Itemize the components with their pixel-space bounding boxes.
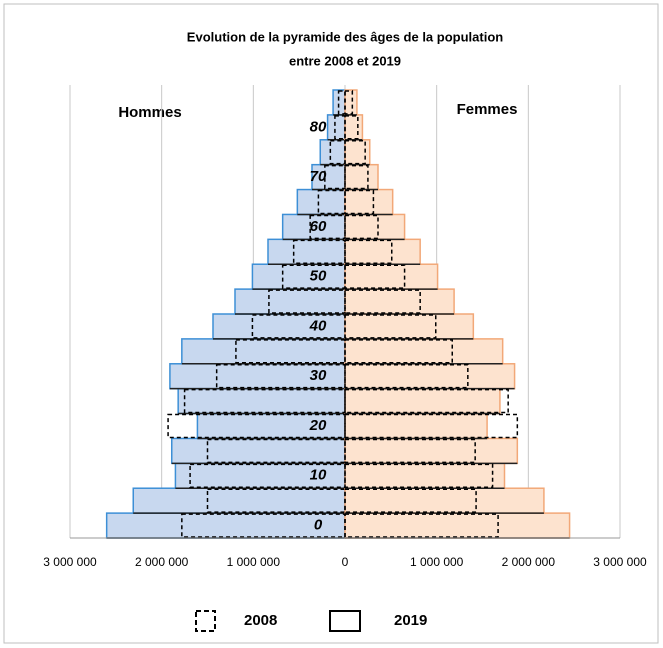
bar-2008 xyxy=(344,463,494,488)
bar-2019 xyxy=(171,437,346,465)
legend-label: 2019 xyxy=(394,612,427,629)
bar-2008 xyxy=(344,214,379,240)
bar-2019 xyxy=(344,462,506,489)
bar-2019 xyxy=(326,114,346,141)
bar-2019 xyxy=(344,114,364,141)
bar-2008 xyxy=(292,239,346,264)
age-label: 10 xyxy=(310,467,327,484)
x-tick-label: 3 000 000 xyxy=(593,555,647,569)
bar-2019 xyxy=(344,139,371,166)
bar-2019 xyxy=(319,139,346,166)
bar-2008 xyxy=(344,140,366,165)
bar-2008 xyxy=(344,364,469,389)
x-tick-label: 3 000 000 xyxy=(43,555,97,569)
bar-2008 xyxy=(344,264,406,289)
age-label: 0 xyxy=(314,517,323,534)
age-label: 40 xyxy=(309,317,327,334)
bar-2019 xyxy=(344,313,475,340)
bar-2019 xyxy=(344,188,394,216)
bar-2019 xyxy=(177,387,346,415)
bar-2008 xyxy=(344,115,359,140)
age-label: 60 xyxy=(310,218,327,235)
bar-2019 xyxy=(344,263,439,290)
bar-2008 xyxy=(251,314,346,339)
bar-2008 xyxy=(344,239,393,264)
bar-2019 xyxy=(344,412,488,440)
age-label: 20 xyxy=(309,417,327,434)
bar-2008 xyxy=(344,438,476,464)
x-tick-label: 2 000 000 xyxy=(135,555,189,569)
x-tick-label: 1 000 000 xyxy=(410,555,464,569)
bar-2008 xyxy=(344,164,369,190)
bar-2008 xyxy=(334,115,346,140)
age-label: 30 xyxy=(310,367,327,384)
bar-2008 xyxy=(329,140,346,165)
bar-2019 xyxy=(267,238,346,265)
bar-2019 xyxy=(105,512,346,539)
bar-2008 xyxy=(344,388,509,414)
bar-2008 xyxy=(344,90,354,115)
legend-label: 2008 xyxy=(244,612,277,629)
bar-2019 xyxy=(344,163,379,191)
chart-title: entre 2008 et 2019 xyxy=(289,53,401,68)
bar-2019 xyxy=(344,89,358,116)
bar-2019 xyxy=(344,288,455,315)
age-label: 80 xyxy=(310,118,327,135)
bar-2008 xyxy=(281,264,346,289)
x-tick-label: 1 000 000 xyxy=(227,555,281,569)
bar-2008 xyxy=(189,463,346,488)
bar-2019 xyxy=(344,213,406,241)
x-tick-label: 2 000 000 xyxy=(502,555,556,569)
bar-2008 xyxy=(215,364,346,389)
bar-2019 xyxy=(132,487,346,514)
bar-2008 xyxy=(344,339,453,364)
bar-2019 xyxy=(344,338,504,365)
bar-2019 xyxy=(344,437,519,465)
bar-2019 xyxy=(344,487,545,514)
bar-2008 xyxy=(344,189,375,215)
bar-2019 xyxy=(181,338,346,365)
bar-2008 xyxy=(309,214,346,240)
bar-2008 xyxy=(344,314,437,339)
bar-2008 xyxy=(344,513,499,538)
chart-title: Evolution de la pyramide des âges de la … xyxy=(187,29,503,44)
legend-swatch xyxy=(329,610,361,632)
bar-2019 xyxy=(296,188,346,216)
legend-swatch xyxy=(195,610,216,632)
bar-2019 xyxy=(344,238,421,265)
bar-2008 xyxy=(344,413,519,439)
bar-2019 xyxy=(344,363,516,390)
side-label: Hommes xyxy=(118,104,181,121)
side-label: Femmes xyxy=(457,101,518,118)
x-tick-label: 0 xyxy=(342,555,349,569)
bar-2019 xyxy=(344,387,501,415)
bar-2008 xyxy=(181,513,346,538)
bar-2019 xyxy=(344,512,571,539)
bar-2008 xyxy=(167,413,346,439)
age-label: 50 xyxy=(310,268,327,285)
age-label: 70 xyxy=(310,168,327,185)
bar-2008 xyxy=(344,289,421,314)
bar-2019 xyxy=(234,288,346,315)
bar-2019 xyxy=(251,263,346,290)
bar-2008 xyxy=(344,488,477,513)
